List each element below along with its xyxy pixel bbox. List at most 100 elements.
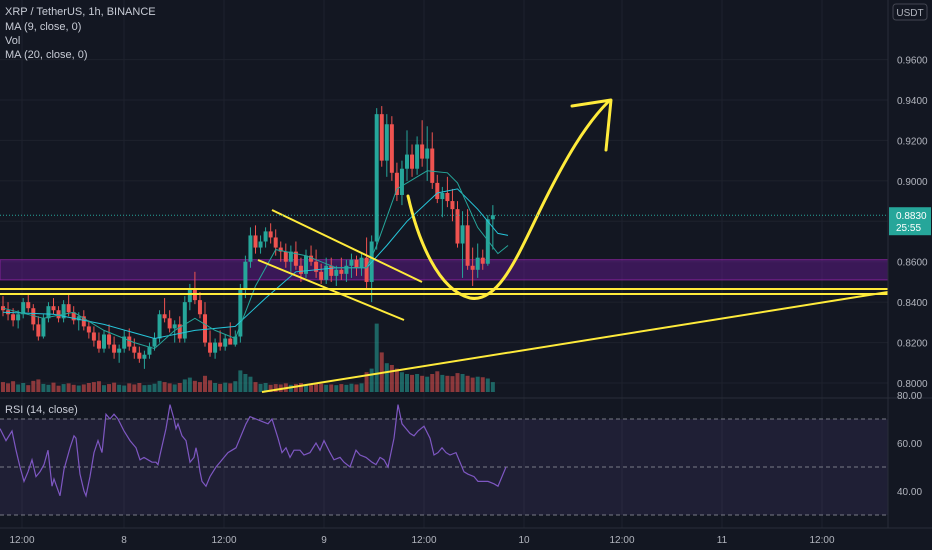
volume-bar [26,385,31,392]
candle-body [197,300,202,315]
volume-bar [137,383,142,392]
currency-label: USDT [896,8,923,19]
candle-body [182,302,187,339]
volume-bar [162,382,167,392]
candle-body [490,215,495,220]
price-tick-label: 0.8200 [897,339,928,350]
volume-bar [490,382,495,392]
volume-bar [142,385,147,392]
candle-body [354,259,359,268]
time-tick-label: 12:00 [211,535,236,546]
candle-body [122,336,127,349]
candle-body [344,265,349,274]
trendline [261,291,889,393]
volume-bar [263,383,268,392]
candle-body [263,231,268,242]
volume-bar [238,370,243,392]
candle-body [142,354,147,359]
volume-bar [430,374,435,392]
volume-bar [218,383,223,392]
drawings[interactable] [0,98,889,393]
volume-bar [31,380,36,392]
volume-bar [223,382,228,392]
rsi-legend[interactable]: RSI (14, close) [5,404,78,416]
current-price-text: 0.8830 [896,211,927,222]
volume-bar [91,382,96,392]
candle-body [76,316,81,321]
vol-legend[interactable]: Vol [5,35,21,47]
candle-body [36,324,41,337]
candle-body [455,209,460,244]
candle-body [460,225,465,244]
candle-body [86,326,91,333]
volume-bar [96,381,101,392]
rsi-tick-label: 60.00 [897,439,922,450]
volume-bar [248,376,253,392]
volume-bar [465,375,470,392]
candle-body [314,261,319,272]
candle-body [243,261,248,291]
candle-body [81,316,86,327]
volume-bar [197,382,202,392]
volume-bar [364,372,369,392]
candle-body [399,168,404,196]
volume-bar [314,384,319,392]
volume-bar [107,384,112,392]
volume-bar [384,363,389,392]
volume-bar [208,380,213,392]
volume-bar [117,384,122,392]
symbol-title[interactable]: XRP / TetherUS, 1h, BINANCE [5,6,156,18]
volume-bar [309,385,314,392]
price-tick-label: 0.9200 [897,136,928,147]
rsi-tick-label: 80.00 [897,391,922,402]
candle-body [258,241,263,248]
ma9-line [2,170,509,350]
candle-body [152,338,157,347]
candle-body [46,306,51,319]
price-tick-label: 0.9600 [897,56,928,67]
volume-bar [36,379,41,392]
volume-bar [324,384,329,392]
candle-body [96,340,101,349]
volume-bar [147,384,152,392]
candle-body [132,346,137,353]
time-tick-label: 9 [321,535,327,546]
candle-body [465,225,470,266]
projection-curve [406,100,610,300]
candle-body [102,334,106,349]
volume-bar [435,371,440,392]
candle-body [147,346,152,355]
candle-body [359,257,364,268]
candle-body [268,231,273,238]
volume-bar [16,384,21,392]
candle-body [31,308,36,325]
price-tick-label: 0.8400 [897,298,928,309]
volume-bar [273,384,278,392]
candle-body [248,235,253,262]
candle-body [192,290,197,301]
volume-bar [66,383,71,392]
candle-body [177,324,182,339]
candle-body [278,247,283,252]
candle-body [208,342,213,353]
candle-body [127,336,132,347]
ma20-legend[interactable]: MA (20, close, 0) [5,49,88,61]
candle-body [415,144,420,169]
volume-bar [56,385,61,392]
volume-bar [298,383,303,392]
candle-body [304,255,308,274]
candle-body [309,255,314,262]
time-tick-label: 12:00 [411,535,436,546]
rsi-pane [0,397,932,516]
candle-body [253,235,258,248]
candle-body [41,318,46,337]
candle-body [167,318,172,329]
volume-bar [344,384,349,392]
candle-body [11,314,16,321]
candle-body [384,124,389,161]
channel-upper-line [271,209,423,283]
ma9-legend[interactable]: MA (9, close, 0) [5,21,82,33]
candle-body [213,342,218,353]
volume-bar [399,372,404,392]
